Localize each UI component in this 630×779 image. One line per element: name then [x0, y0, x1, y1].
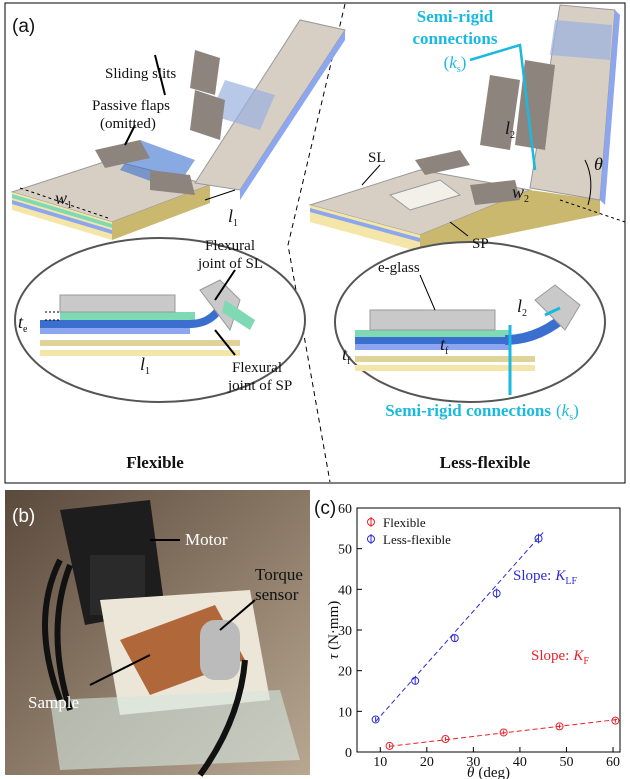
- annotation: Slope:KLF: [513, 568, 577, 587]
- label: Torque: [255, 565, 303, 584]
- subscript: 1: [67, 200, 72, 211]
- axis-symbol: τ: [326, 653, 342, 659]
- x-tick-label: 60: [606, 755, 620, 770]
- annotation: Slope:KF: [531, 648, 589, 667]
- axis-symbol: θ: [467, 765, 475, 779]
- axis-unit: (N·mm): [326, 601, 342, 650]
- annotation-text: Slope:: [531, 648, 569, 664]
- legend-label: Less-flexible: [383, 532, 451, 547]
- symbol: w: [512, 182, 524, 202]
- axis-label: θ(deg): [467, 765, 510, 779]
- figure: (a) Sliding slits Passive flaps (omitted…: [0, 0, 630, 779]
- label: Semi-rigid connections(ks): [385, 401, 579, 423]
- symbol: l1: [228, 206, 238, 229]
- y-tick-label: 60: [338, 502, 352, 517]
- subscript: 2: [510, 130, 515, 141]
- legend-label: Flexible: [383, 515, 426, 530]
- label: Flexural: [205, 238, 255, 254]
- fit-line: [376, 532, 544, 721]
- axis-unit: (deg): [478, 765, 510, 779]
- label: Sample: [28, 693, 79, 712]
- label: (ks): [444, 53, 467, 75]
- subscript: 2: [524, 194, 529, 205]
- label: SL: [368, 150, 386, 166]
- label: Motor: [185, 530, 228, 549]
- subscript: 1: [145, 366, 150, 377]
- symbol: w2: [512, 182, 529, 205]
- label: joint of SP: [227, 378, 292, 394]
- label: Semi-rigid: [417, 7, 494, 26]
- photo: [5, 490, 310, 775]
- symbol: θ: [594, 154, 603, 174]
- caption: Less-flexible: [440, 453, 531, 472]
- panel-label: (c): [314, 498, 336, 519]
- label: e-glass: [378, 260, 420, 276]
- caption: Flexible: [126, 453, 184, 472]
- label: connections: [413, 29, 498, 48]
- x-tick-label: 10: [373, 755, 387, 770]
- symbol: w: [55, 188, 67, 208]
- subscript: 2: [522, 308, 527, 319]
- annotation-sub: LF: [565, 576, 577, 587]
- y-tick-label: 50: [338, 543, 352, 558]
- y-tick-label: 10: [338, 705, 352, 720]
- less-flexible-detail: [335, 242, 605, 402]
- annotation-sub: F: [583, 656, 589, 667]
- panel-label: (a): [12, 16, 35, 37]
- label: Flexural: [232, 360, 282, 376]
- annotation-text: Slope:: [513, 568, 551, 584]
- axis-label: τ (N·mm): [326, 601, 342, 660]
- x-tick-label: 20: [420, 755, 434, 770]
- y-tick-label: 40: [338, 583, 352, 598]
- subscript: e: [23, 324, 28, 335]
- label: (omitted): [100, 116, 156, 132]
- label: ): [573, 401, 579, 420]
- label: joint of SL: [197, 256, 263, 272]
- label: Sliding slits: [105, 66, 176, 82]
- label: ): [461, 53, 467, 72]
- x-tick-label: 40: [513, 755, 527, 770]
- label: Semi-rigid connections: [385, 401, 551, 420]
- subscript: 1: [233, 218, 238, 229]
- x-tick-label: 50: [559, 755, 573, 770]
- page: (a) Sliding slits Passive flaps (omitted…: [0, 0, 630, 779]
- y-tick-label: 20: [338, 665, 352, 680]
- label: sensor: [255, 585, 299, 604]
- label: Passive flaps: [92, 98, 170, 114]
- y-tick-label: 0: [345, 746, 352, 761]
- label: SP: [472, 236, 489, 252]
- panel-label: (b): [12, 506, 35, 527]
